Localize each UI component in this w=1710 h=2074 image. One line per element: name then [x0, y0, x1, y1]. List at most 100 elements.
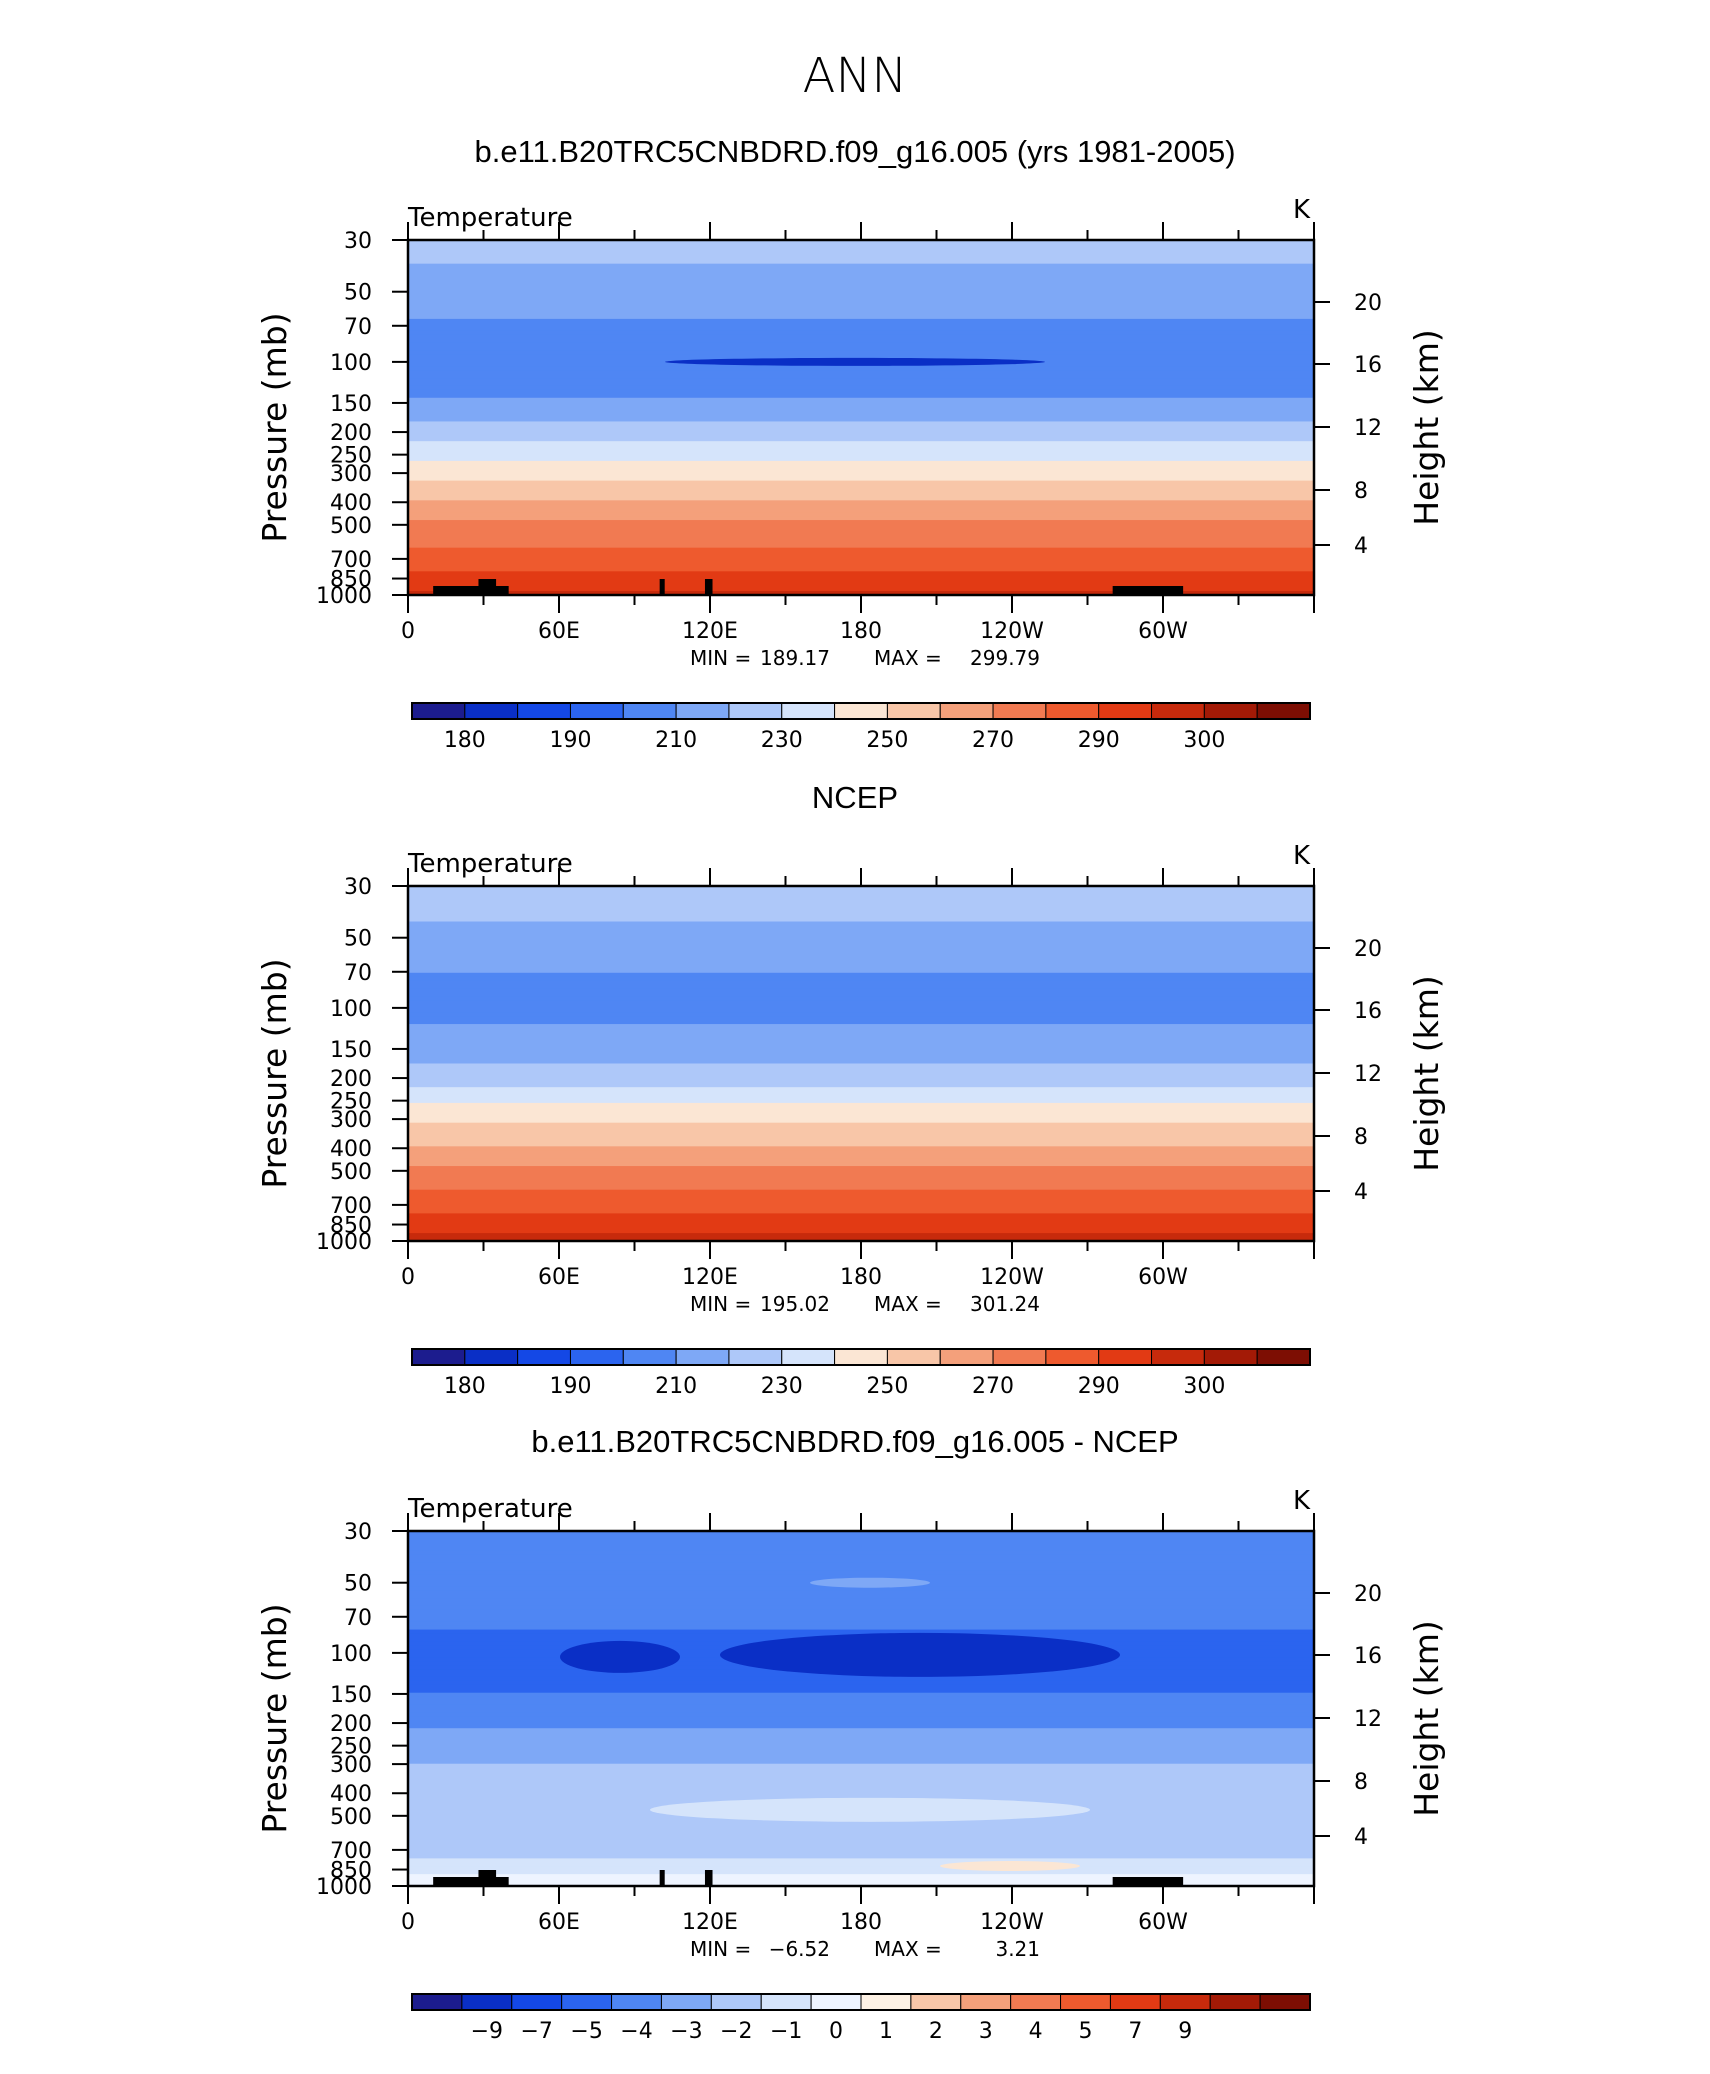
y-tick-label: 300 [330, 1753, 372, 1778]
contour-band [408, 1083, 1314, 1088]
units-label: K [1293, 195, 1311, 225]
contour-band [408, 1720, 1314, 1725]
contour-band [408, 1755, 1314, 1761]
contour-band [408, 299, 1314, 304]
y-tick-label: 100 [330, 997, 372, 1022]
y-tick-label: 1000 [316, 1875, 372, 1900]
colorbar-swatch [1098, 702, 1153, 720]
colorbar-label: 290 [1078, 728, 1120, 753]
contour-band [408, 1225, 1314, 1230]
contour-band [408, 1574, 1314, 1579]
contour-band [408, 338, 1314, 344]
contour-band [408, 535, 1314, 541]
colorbar-swatch [622, 1348, 677, 1366]
contour-band [408, 531, 1314, 537]
colorbar-label: 180 [444, 1374, 486, 1399]
contour-band [408, 886, 1314, 891]
contour-band [408, 551, 1314, 557]
contour-band [408, 579, 1314, 584]
contour-band [408, 1566, 1314, 1572]
contour-band [408, 247, 1314, 253]
contour-band [408, 901, 1314, 907]
y-tick-label: 850 [330, 568, 372, 593]
contour-band [408, 314, 1314, 320]
contour-band [408, 382, 1314, 387]
contour-band [408, 1173, 1314, 1179]
colorbar-swatch [728, 702, 783, 720]
colorbar-swatch [464, 702, 519, 720]
contour-band [408, 988, 1314, 994]
panel-title: b.e11.B20TRC5CNBDRD.f09_g16.005 (yrs 198… [474, 134, 1235, 169]
colorbar-swatch [411, 1993, 463, 2011]
x-tick-label: 0 [401, 1910, 415, 1935]
contour-band [408, 996, 1314, 1001]
stats-min-label: MIN = [690, 1937, 751, 1961]
colorbar-swatch [517, 702, 571, 720]
x-tick-label: 120E [682, 1265, 738, 1290]
colorbar-label: 270 [972, 1374, 1014, 1399]
contour-band [408, 1850, 1314, 1856]
colorbar-label: 1 [879, 2019, 893, 2044]
right-axis-label: Height (km) [1407, 329, 1446, 526]
variable-label: Temperature [407, 849, 573, 879]
colorbar-label: 210 [655, 728, 697, 753]
contour-band [408, 326, 1314, 332]
y-tick-label: 1000 [316, 1230, 372, 1255]
land-mask [478, 579, 497, 595]
colorbar-label: 3 [979, 2019, 993, 2044]
colorbar-swatch [1203, 702, 1258, 720]
height-tick-label: 8 [1354, 479, 1368, 504]
contour-band [408, 968, 1314, 974]
contour-band [408, 500, 1314, 505]
colorbar-swatch [781, 1348, 836, 1366]
stats-min-value: 189.17 [760, 646, 830, 670]
contour-band [408, 1193, 1314, 1199]
contour-band [408, 413, 1314, 419]
contour-band [408, 240, 1314, 245]
contour-band [408, 591, 1314, 596]
contour-band [408, 1696, 1314, 1702]
contour-band [408, 295, 1314, 300]
contour-band [408, 1055, 1314, 1061]
colorbar-swatch [1159, 1993, 1211, 2011]
contour-band [408, 1775, 1314, 1781]
colorbar-swatch [939, 1348, 994, 1366]
contour-band [408, 1099, 1314, 1104]
colorbar-label: −2 [720, 2019, 752, 2044]
colorbar-label: 190 [549, 1374, 591, 1399]
x-tick-label: 120E [682, 1910, 738, 1935]
colorbar-swatch [411, 702, 466, 720]
contour-band [408, 1233, 1314, 1238]
contour-band [408, 889, 1314, 895]
contour-band [408, 1830, 1314, 1836]
stats-max-label: MAX = [874, 646, 942, 670]
contour-band [408, 1035, 1314, 1041]
contour-band [408, 941, 1314, 946]
contour-band [408, 527, 1314, 533]
contour-band [408, 984, 1314, 990]
colorbar-swatch [561, 1993, 613, 2011]
colorbar-swatch [1256, 702, 1311, 720]
height-tick-label: 20 [1354, 937, 1382, 962]
colorbar-swatch [992, 1348, 1047, 1366]
contour-band [408, 1728, 1314, 1733]
contour-band [408, 1602, 1314, 1607]
contour-band [408, 1181, 1314, 1187]
contour-band [408, 1787, 1314, 1792]
colorbar-swatch [411, 1348, 466, 1366]
contour-band [408, 976, 1314, 982]
colorbar-swatch [810, 1993, 862, 2011]
y-tick-label: 250 [330, 1735, 372, 1760]
contour-band [408, 587, 1314, 592]
contour-band [408, 555, 1314, 561]
contour-band [408, 949, 1314, 954]
contour-band [408, 291, 1314, 296]
contour-band [408, 1858, 1314, 1863]
contour-band [408, 1795, 1314, 1800]
contour-band [408, 1079, 1314, 1084]
colorbar-swatch [710, 1993, 762, 2011]
colorbar-swatch [1010, 1993, 1062, 2011]
x-tick-label: 180 [840, 619, 882, 644]
y-tick-label: 100 [330, 351, 372, 376]
colorbar-label: 2 [929, 2019, 943, 2044]
